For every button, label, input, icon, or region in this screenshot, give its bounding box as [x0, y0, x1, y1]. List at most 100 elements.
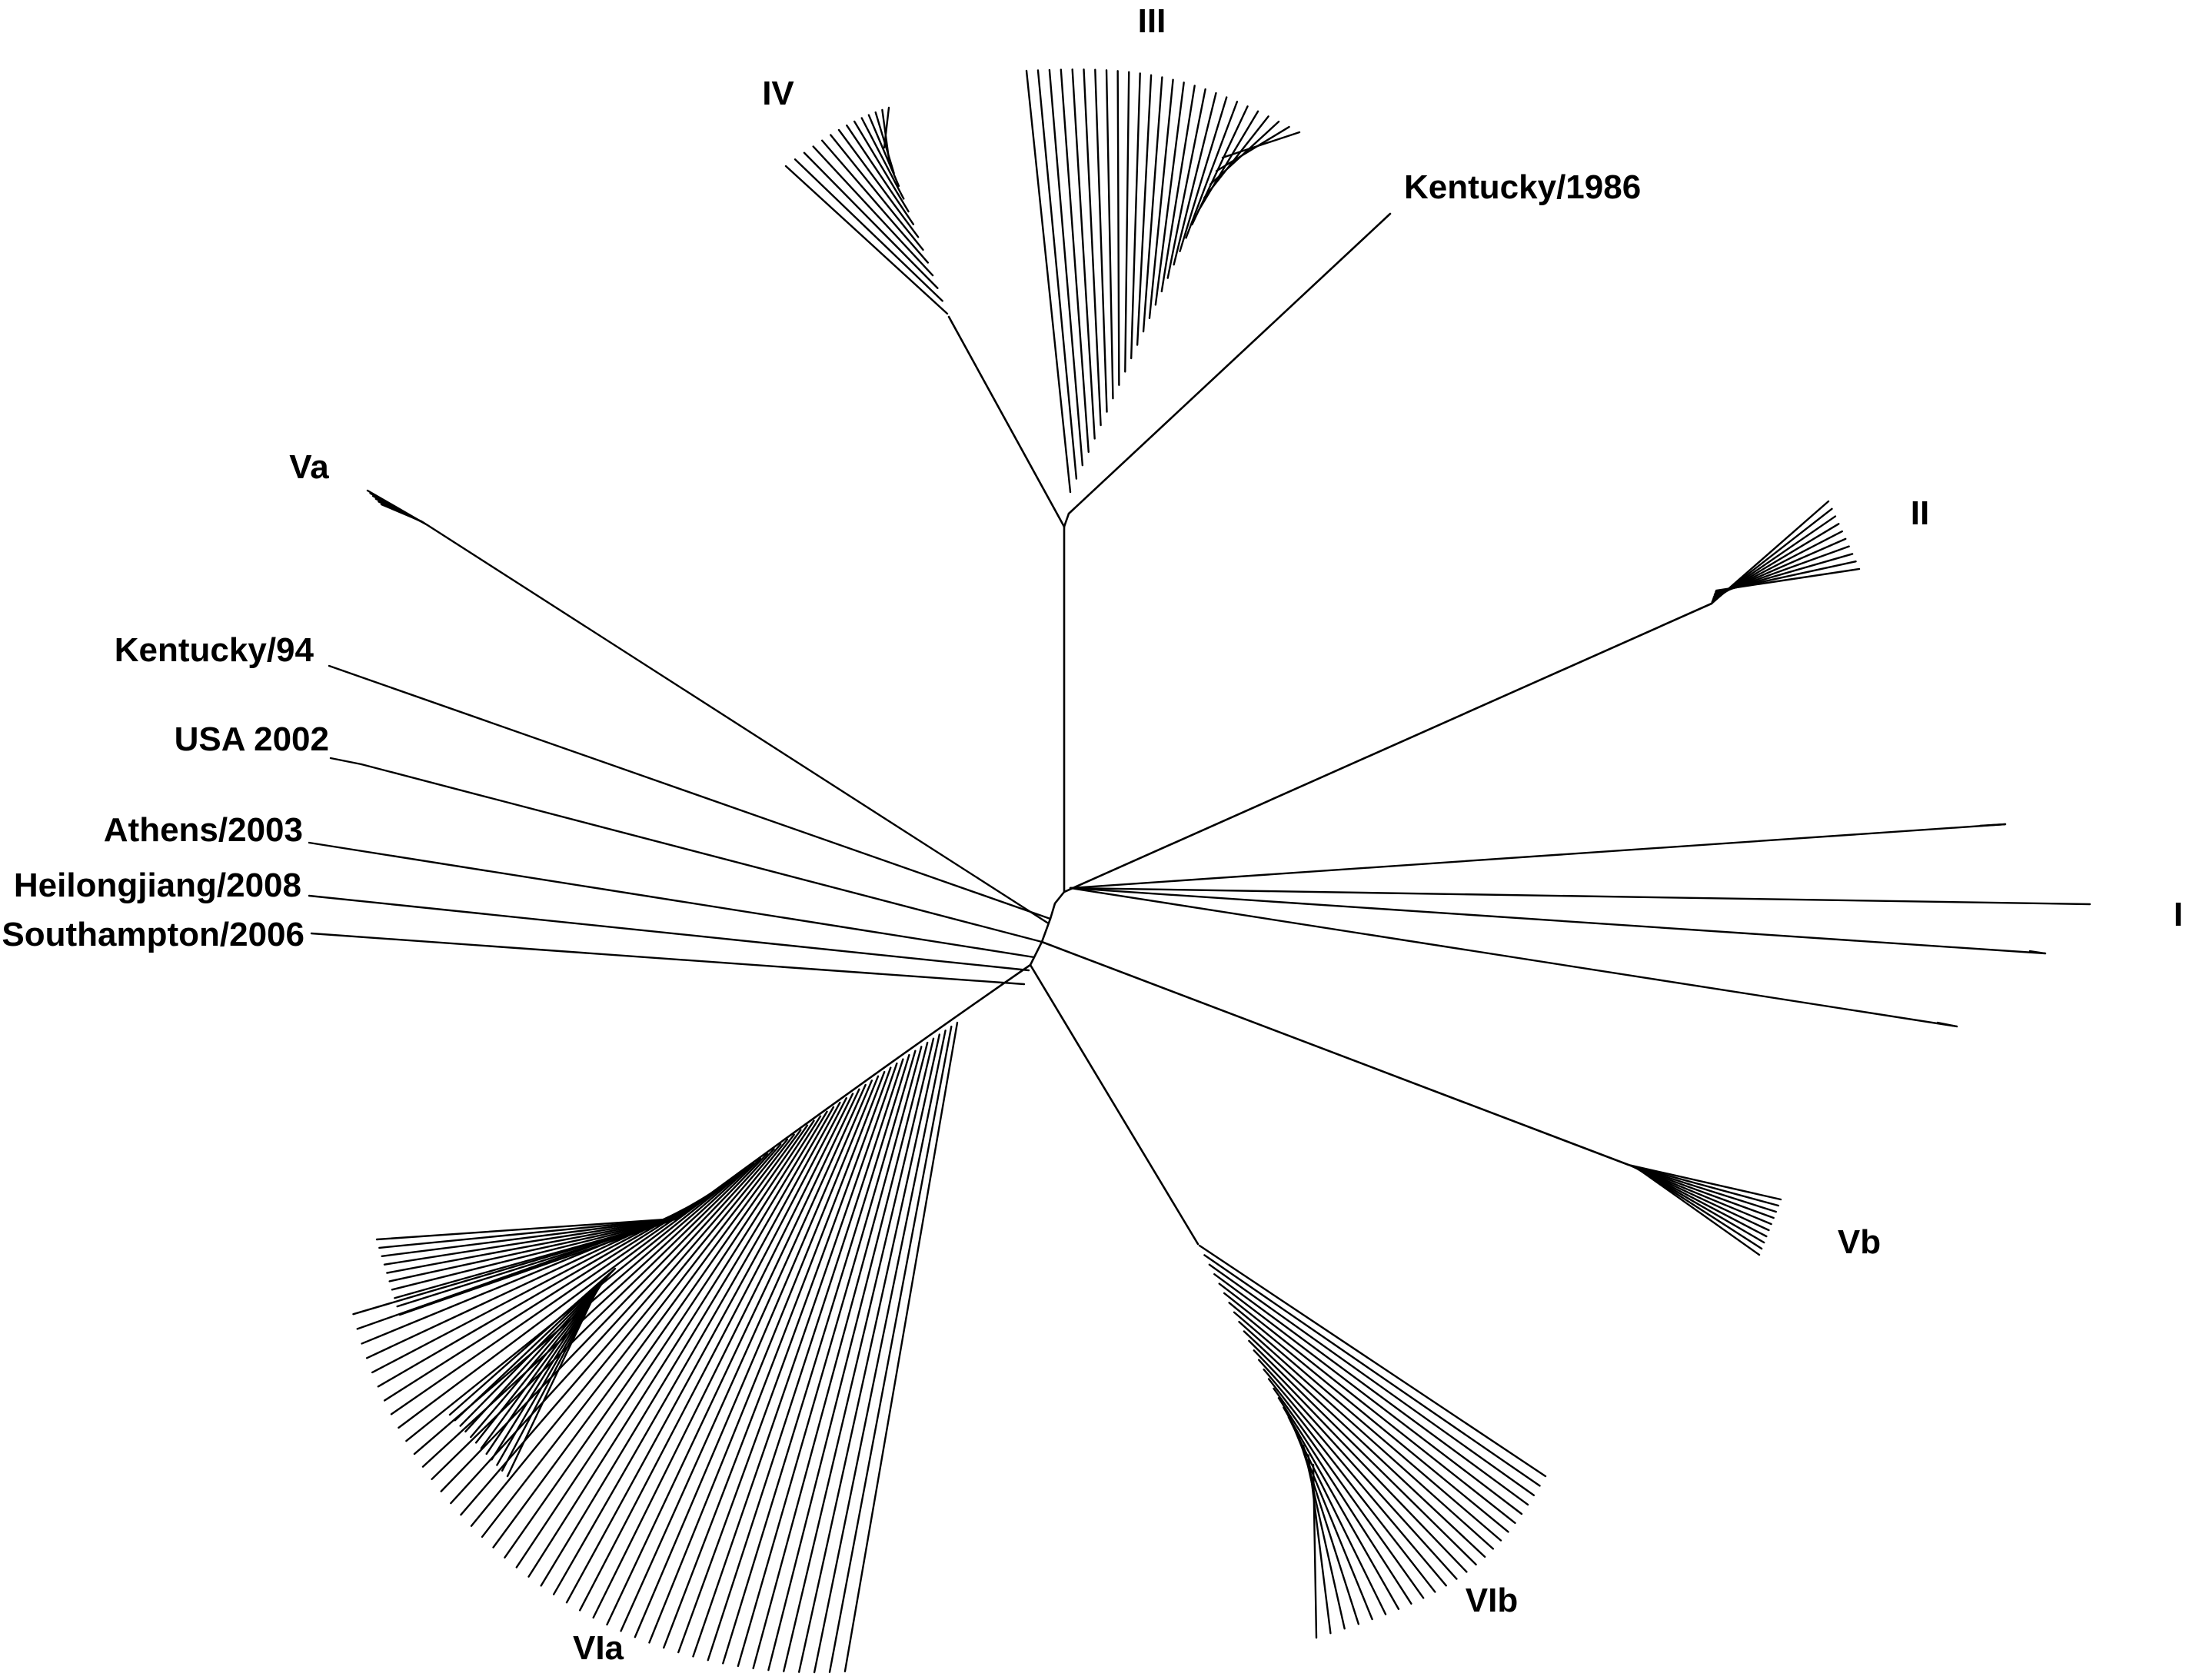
- clade-via-leaf: [722, 1053, 910, 1665]
- clade-iv-leaf: [794, 158, 943, 302]
- clade-vb-leaf: [1633, 1166, 1768, 1238]
- clade-via-cluster-leaf: [391, 1217, 678, 1291]
- clade-via-fan: [352, 1021, 959, 1674]
- clade-via-leaf: [527, 1115, 822, 1578]
- clade-vib-leaf: [1277, 1397, 1412, 1605]
- clade-iii-leaf: [1166, 88, 1206, 279]
- clade-vib-leaf: [1238, 1320, 1495, 1550]
- clade-via-cluster2-leaf: [459, 1270, 614, 1427]
- strain-label-athens-2003: Athens/2003: [104, 811, 303, 849]
- clade-iv-leaf: [820, 139, 929, 264]
- clade-vib-fan: [1198, 1244, 1547, 1639]
- clade-via-leaf: [843, 1021, 959, 1672]
- clade-vib-leaf: [1233, 1311, 1502, 1542]
- clade-vib-leaf: [1243, 1330, 1486, 1558]
- clade-vb-leaf: [1630, 1165, 1775, 1219]
- clade-via-leaf: [450, 1148, 775, 1505]
- clade-vb-fan: [1627, 1163, 1782, 1256]
- clade-iii-leaf: [1071, 68, 1096, 440]
- strain-branch-southampton-2006: [310, 932, 1026, 986]
- clade-i-tip: [1978, 823, 2007, 827]
- clade-via-cluster2-leaf: [506, 1282, 601, 1478]
- clade-iii-leaf: [1124, 71, 1130, 373]
- clade-i-branch: [1069, 887, 2091, 906]
- clade-via-leaf: [692, 1062, 898, 1658]
- clade-iii-leaf: [1221, 131, 1301, 159]
- clade-vib-leaf: [1228, 1302, 1509, 1533]
- clade-iv-leaf: [883, 106, 890, 149]
- clade-vib-leaf: [1208, 1263, 1536, 1496]
- clade-via-leaf: [592, 1093, 854, 1619]
- clade-via-leaf: [737, 1050, 917, 1668]
- strain-branch-athens-2003: [308, 841, 1036, 959]
- clade-via-leaf: [540, 1110, 828, 1587]
- clade-via-leaf: [440, 1153, 768, 1492]
- clade-iii-leaf: [1185, 101, 1239, 239]
- clade-iii-leaf: [1025, 69, 1072, 494]
- strain-label-heilongjiang-2008: Heilongjiang/2008: [14, 867, 301, 904]
- clade-iii-leaf: [1148, 78, 1174, 319]
- clade-via-leaf: [648, 1075, 880, 1644]
- clade-vb-leaf: [1627, 1163, 1782, 1201]
- clade-via-leaf: [663, 1070, 886, 1649]
- clade-iv-fan: [784, 106, 949, 315]
- clade-label-iii: III: [1138, 2, 1166, 40]
- clade-vib-leaf: [1218, 1282, 1523, 1515]
- clade-iii-leaf: [1173, 91, 1217, 266]
- clade-via-cluster-leaf: [386, 1217, 678, 1274]
- clade-via-leaf: [620, 1083, 867, 1632]
- strain-branch-usa-2002-tip: [329, 757, 363, 766]
- clade-iv-leaf: [803, 151, 939, 289]
- clade-via-leaf: [421, 1162, 755, 1468]
- clade-via-leaf: [405, 1172, 741, 1442]
- clade-via-leaf: [797, 1033, 941, 1673]
- clade-vib-leaf: [1283, 1406, 1400, 1610]
- clade-i-branch: [1069, 823, 2007, 890]
- clade-iii-leaf: [1160, 85, 1196, 293]
- clade-via-leaf: [813, 1030, 947, 1674]
- clade-via-leaf: [470, 1138, 789, 1527]
- clade-via-cluster-leaf: [383, 1217, 678, 1266]
- clade-iv-leaf: [837, 128, 920, 238]
- clade-labels: III IV II I Va Vb VIb VIa: [289, 2, 2183, 1667]
- clade-i-tip: [2028, 950, 2047, 955]
- clade-vib-leaf: [1213, 1272, 1529, 1506]
- clade-iii-leaf: [1083, 68, 1102, 427]
- clade-vib-leaf: [1223, 1292, 1516, 1524]
- strain-label-southampton-2006: Southampton/2006: [2, 916, 304, 953]
- clade-iv-leaf: [830, 134, 924, 251]
- clade-iii-leaf: [1154, 82, 1185, 306]
- clade-vb-leaf: [1632, 1166, 1770, 1232]
- branch-to-vib-clade: [1029, 963, 1199, 1246]
- clade-va-branch: [426, 524, 1049, 924]
- clade-via-cluster-leaf: [394, 1217, 678, 1299]
- clade-vb-leaf: [1636, 1167, 1761, 1256]
- clade-via-leaf: [578, 1097, 847, 1612]
- clade-iv-leaf: [812, 145, 934, 277]
- strain-branch-usa-2002: [360, 763, 1043, 943]
- clade-iii-leaf: [1116, 70, 1120, 386]
- clade-via-leaf: [492, 1129, 802, 1549]
- clade-via-leaf: [606, 1088, 860, 1626]
- clade-ii-leaf: [1715, 567, 1861, 592]
- clade-iii-leaf: [1048, 68, 1084, 467]
- clade-iii-leaf: [1130, 72, 1141, 360]
- clade-via-leaf: [431, 1157, 762, 1481]
- strain-branch-kentucky-94: [328, 664, 1052, 920]
- internal-branches: [675, 212, 1713, 1246]
- clade-via-leaf: [481, 1133, 795, 1539]
- clade-via-leaf: [634, 1080, 873, 1638]
- clade-iii-leaf: [1105, 69, 1114, 400]
- clade-iii-leaf: [1215, 125, 1290, 172]
- clade-va-leaf: [380, 503, 423, 523]
- clade-iii-leaf: [1203, 115, 1269, 199]
- clade-via-cluster-leaf: [378, 1217, 678, 1249]
- clade-iv-leaf: [784, 165, 949, 315]
- clade-via-cluster2-leaf: [454, 1269, 615, 1422]
- clade-vib-leaf: [1258, 1359, 1458, 1580]
- clade-via-leaf: [398, 1177, 734, 1429]
- clade-va-fan: [366, 489, 1049, 924]
- clade-via-cluster-leaf: [388, 1217, 678, 1282]
- clade-vib-leaf: [1263, 1368, 1447, 1587]
